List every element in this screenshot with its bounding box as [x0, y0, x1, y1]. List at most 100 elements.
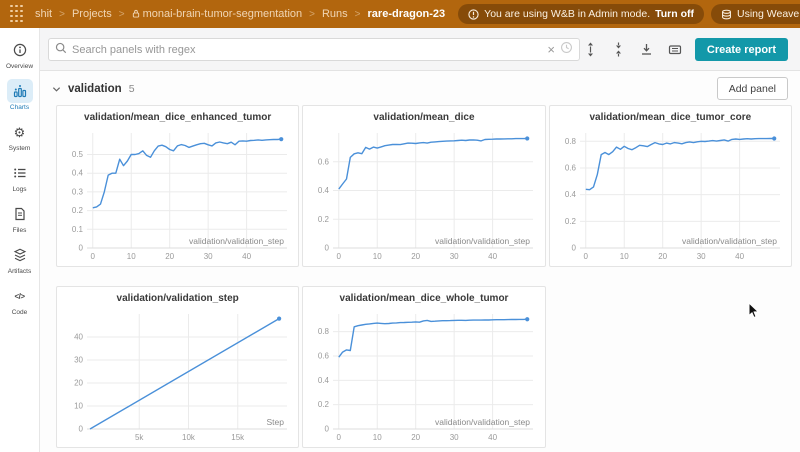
chart-title: validation/mean_dice — [373, 112, 475, 123]
chart-plot: 0 10 20 30 40 0 0.2 0.4 0.6 0.8 validation/validat… — [306, 309, 541, 445]
chart-title: validation/mean_dice_enhanced_tumor — [84, 112, 272, 123]
section-title[interactable]: validation — [68, 83, 122, 95]
breadcrumb-separator: > — [354, 8, 361, 20]
add-panel-button[interactable]: Add panel — [716, 77, 788, 100]
svg-text:10: 10 — [373, 433, 382, 442]
svg-text:30: 30 — [74, 356, 83, 365]
main-content: × ✦✦ ⚙ Create report — [40, 28, 800, 452]
svg-text:0.4: 0.4 — [318, 186, 330, 195]
svg-text:Step: Step — [267, 417, 285, 427]
svg-text:30: 30 — [204, 252, 213, 261]
sidebar-item-overview[interactable]: Overview — [1, 38, 39, 70]
svg-text:0: 0 — [337, 252, 342, 261]
admin-turn-off-button[interactable]: Turn off — [655, 8, 694, 20]
breadcrumb-projects[interactable]: Projects — [71, 8, 112, 20]
export-data-icon[interactable] — [639, 42, 654, 57]
svg-text:0: 0 — [583, 252, 588, 261]
svg-text:15k: 15k — [231, 433, 245, 442]
svg-text:0.6: 0.6 — [565, 163, 577, 172]
svg-text:0.8: 0.8 — [318, 327, 330, 336]
breadcrumb-user[interactable]: shit — [35, 8, 53, 20]
admin-mode-banner: You are using W&B in Admin mode. Turn of… — [458, 4, 704, 24]
chart-title: validation/validation_step — [116, 293, 239, 304]
breadcrumb-project[interactable]: monai-brain-tumor-segmentation — [132, 8, 302, 21]
alert-icon — [468, 8, 479, 20]
svg-text:20: 20 — [74, 379, 83, 388]
svg-text:40: 40 — [74, 333, 83, 342]
chart-panel-validation-step[interactable]: validation/validation_step 5k 10k 15k 0 10 20… — [56, 286, 300, 448]
charts-icon — [6, 79, 33, 103]
svg-text:validation/validation_step: validation/validation_step — [435, 236, 530, 246]
history-icon[interactable] — [560, 41, 573, 59]
svg-text:40: 40 — [242, 252, 251, 261]
svg-text:0.2: 0.2 — [318, 400, 330, 409]
panels-grid: validation/mean_dice_enhanced_tumor 0 10 2… — [56, 105, 792, 448]
svg-text:validation/validation_step: validation/validation_step — [189, 236, 284, 246]
svg-text:0.1: 0.1 — [72, 225, 84, 234]
clear-search-icon[interactable]: × — [547, 42, 555, 57]
search-input[interactable] — [72, 43, 543, 56]
create-report-button[interactable]: Create report — [694, 38, 788, 61]
arrange-panels-icon[interactable] — [667, 42, 682, 57]
svg-text:0: 0 — [325, 425, 330, 434]
svg-text:0.4: 0.4 — [318, 376, 330, 385]
run-sidebar: Overview Charts ⚙ System Logs Files Arti… — [0, 28, 40, 452]
code-icon: </> — [14, 291, 25, 301]
svg-text:30: 30 — [450, 433, 459, 442]
svg-text:30: 30 — [696, 252, 705, 261]
svg-text:0: 0 — [79, 244, 84, 253]
svg-text:0.5: 0.5 — [72, 150, 84, 159]
weave-icon — [722, 9, 731, 19]
svg-text:10: 10 — [619, 252, 628, 261]
panel-search[interactable]: × — [48, 38, 580, 61]
breadcrumb-separator: > — [309, 8, 315, 20]
chart-plot: 0 10 20 30 40 0 0.2 0.4 0.6 0.8 validation/validat… — [553, 128, 788, 264]
svg-text:10k: 10k — [182, 433, 196, 442]
svg-text:validation/validation_step: validation/validation_step — [682, 236, 777, 246]
svg-text:20: 20 — [165, 252, 174, 261]
svg-text:20: 20 — [658, 252, 667, 261]
expand-panels-icon[interactable] — [583, 42, 598, 57]
panels-toolbar: × ✦✦ ⚙ Create report — [40, 28, 800, 70]
chart-title: validation/mean_dice_whole_tumor — [339, 293, 509, 304]
weave-banner: Using Weave 1.0 Turn off — [711, 4, 800, 24]
breadcrumb-runs[interactable]: Runs — [321, 8, 348, 20]
svg-text:0: 0 — [79, 425, 84, 434]
logs-icon — [7, 161, 33, 185]
svg-text:10: 10 — [74, 402, 83, 411]
top-navbar: shit > Projects > monai-brain-tumor-segm… — [0, 0, 800, 28]
svg-text:5k: 5k — [135, 433, 144, 442]
breadcrumb-run-name: rare-dragon-23 — [367, 8, 446, 20]
validation-section: validation 5 Add panel validation/mean_d… — [40, 70, 800, 452]
lock-icon — [132, 9, 140, 21]
chart-panel-mean-dice-whole-tumor[interactable]: validation/mean_dice_whole_tumor 0 10 20 30… — [302, 286, 546, 448]
sidebar-item-files[interactable]: Files — [1, 202, 39, 234]
collapse-panels-icon[interactable] — [611, 42, 626, 57]
wandb-logo[interactable] — [10, 4, 24, 24]
svg-text:0.6: 0.6 — [318, 351, 330, 360]
svg-text:0.4: 0.4 — [72, 169, 84, 178]
svg-text:40: 40 — [735, 252, 744, 261]
sidebar-item-logs[interactable]: Logs — [1, 161, 39, 193]
chart-panel-mean-dice[interactable]: validation/mean_dice 0 10 20 30 40 0 0.2 0.4 0.6… — [302, 105, 546, 267]
chevron-down-icon[interactable] — [52, 85, 61, 94]
svg-text:0.2: 0.2 — [565, 217, 577, 226]
admin-banner-text: You are using W&B in Admin mode. — [484, 8, 651, 20]
svg-text:0: 0 — [337, 433, 342, 442]
svg-text:0: 0 — [571, 244, 576, 253]
chart-panel-mean-dice-tumor-core[interactable]: validation/mean_dice_tumor_core 0 10 20 30 4… — [548, 105, 792, 267]
sidebar-item-system[interactable]: ⚙ System — [1, 120, 39, 153]
artifacts-icon — [7, 243, 33, 267]
files-icon — [7, 202, 33, 226]
breadcrumb-separator: > — [59, 8, 65, 20]
svg-text:0.3: 0.3 — [72, 187, 84, 196]
chart-panel-mean-dice-enhanced-tumor[interactable]: validation/mean_dice_enhanced_tumor 0 10 2… — [56, 105, 300, 267]
svg-text:20: 20 — [412, 433, 421, 442]
svg-text:0.2: 0.2 — [318, 215, 330, 224]
chart-plot: 5k 10k 15k 0 10 20 30 40 Step — [60, 309, 295, 445]
breadcrumb-separator: > — [118, 8, 125, 20]
sidebar-item-code[interactable]: </> Code — [1, 284, 39, 317]
sidebar-item-artifacts[interactable]: Artifacts — [1, 243, 39, 275]
section-panel-count: 5 — [128, 83, 135, 95]
sidebar-item-charts[interactable]: Charts — [1, 79, 39, 111]
